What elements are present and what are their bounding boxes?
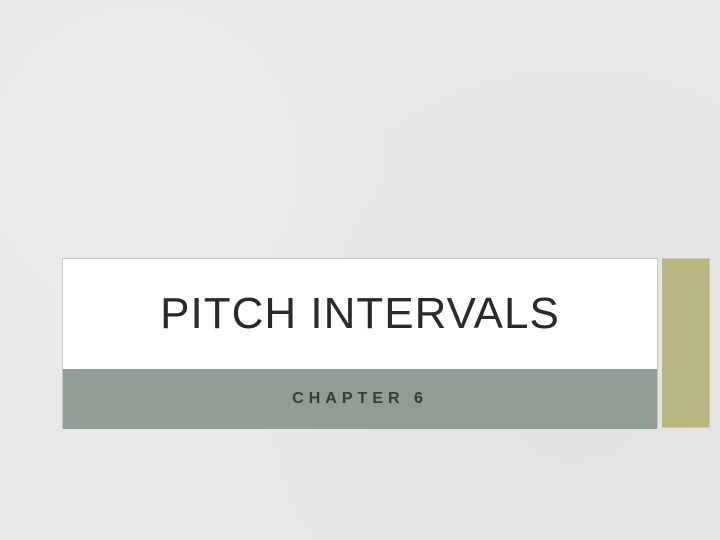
title-row: PITCH INTERVALS <box>63 259 657 369</box>
subtitle-bar: CHAPTER 6 <box>63 369 657 429</box>
slide-subtitle: CHAPTER 6 <box>292 390 428 408</box>
accent-block <box>662 258 710 428</box>
slide-title: PITCH INTERVALS <box>160 289 560 339</box>
title-card: PITCH INTERVALS CHAPTER 6 <box>62 258 658 428</box>
